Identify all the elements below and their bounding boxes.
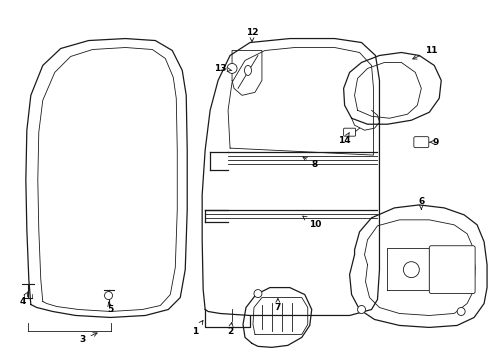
Text: 4: 4 (20, 292, 28, 306)
Text: 14: 14 (338, 133, 350, 145)
Circle shape (403, 262, 419, 278)
Text: 13: 13 (213, 64, 231, 73)
Text: 10: 10 (302, 216, 320, 229)
Text: 5: 5 (107, 302, 113, 314)
Text: 9: 9 (428, 138, 438, 147)
FancyBboxPatch shape (413, 137, 428, 148)
Text: 11: 11 (412, 46, 437, 59)
Text: 2: 2 (226, 322, 233, 336)
Text: 6: 6 (417, 197, 424, 209)
Text: 7: 7 (274, 298, 281, 312)
FancyBboxPatch shape (428, 246, 474, 293)
Text: 3: 3 (80, 333, 97, 344)
Text: 12: 12 (245, 28, 258, 42)
Text: 1: 1 (192, 320, 203, 336)
Circle shape (357, 306, 365, 314)
Ellipse shape (244, 66, 251, 75)
Circle shape (253, 289, 262, 298)
Circle shape (104, 292, 112, 300)
Circle shape (456, 307, 464, 315)
FancyBboxPatch shape (343, 128, 355, 136)
Circle shape (226, 63, 237, 73)
Text: 8: 8 (303, 157, 317, 168)
